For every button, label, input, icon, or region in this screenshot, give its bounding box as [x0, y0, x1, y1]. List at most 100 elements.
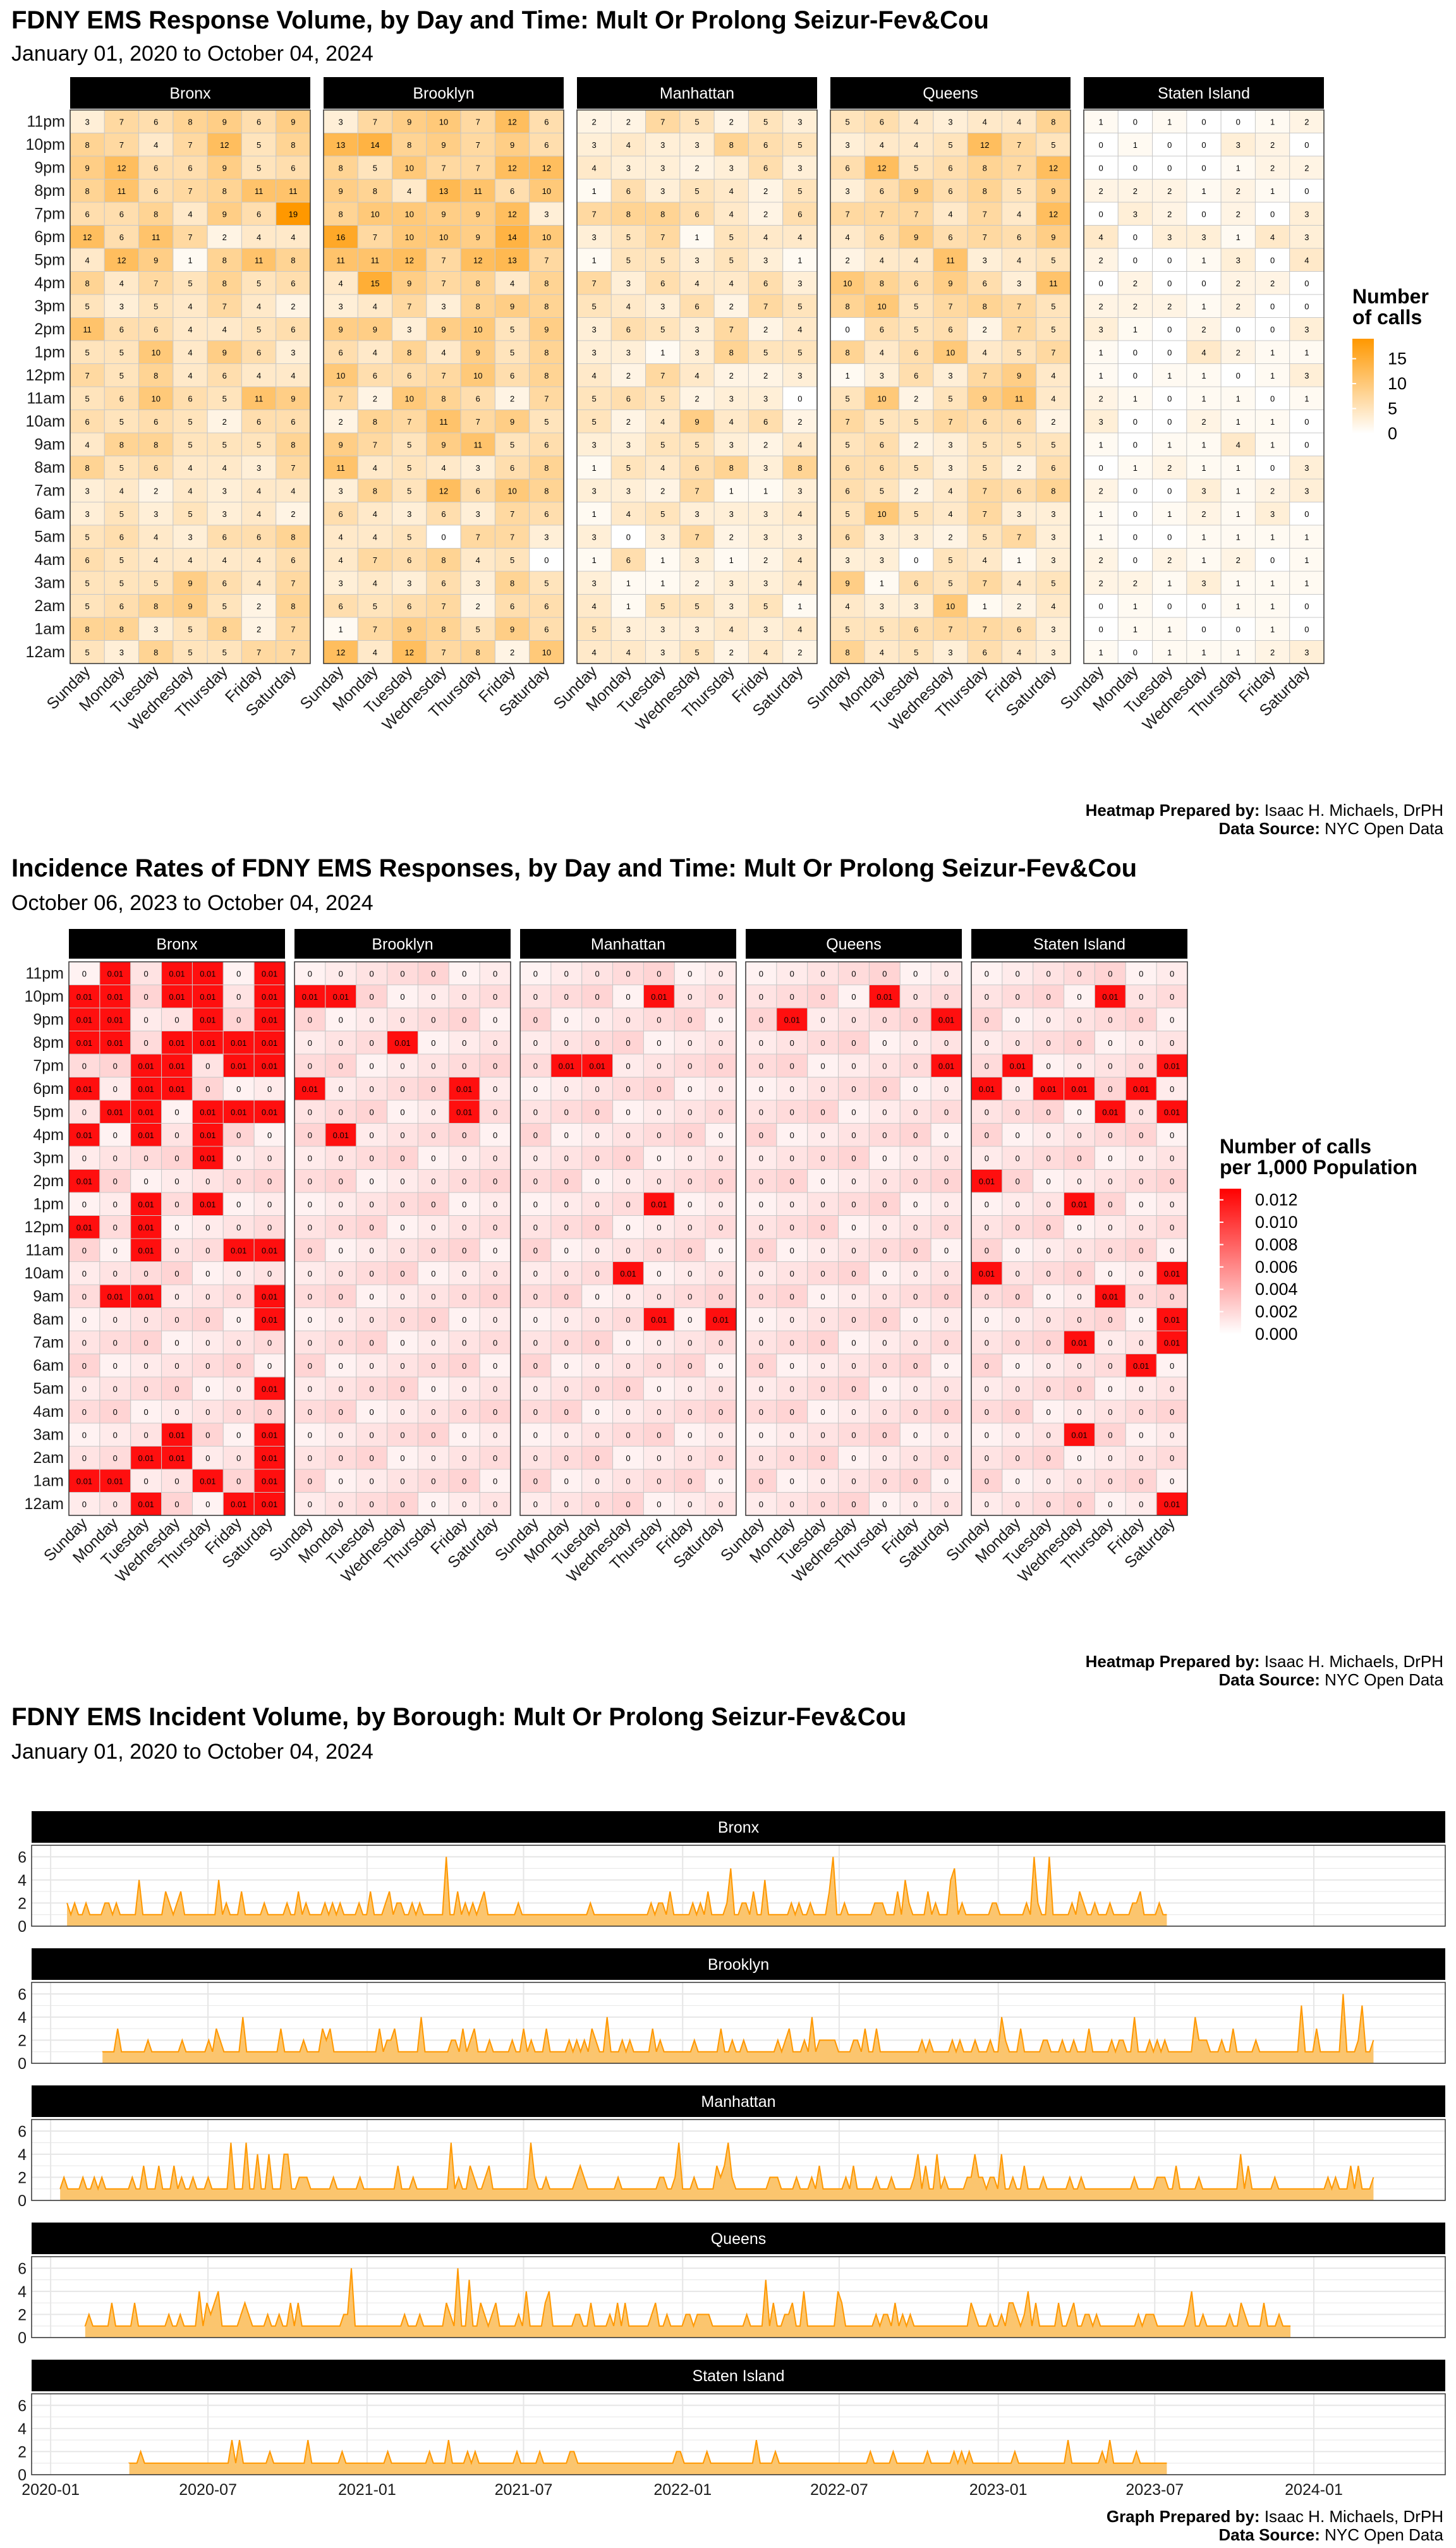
cell-value: 8 — [85, 186, 90, 196]
heatmap-cell — [276, 363, 311, 387]
cell-value: 3 — [85, 117, 90, 126]
heatmap-cell — [173, 248, 208, 272]
heatmap-cell — [276, 617, 311, 641]
heatmap-cell — [173, 340, 208, 364]
cell-value: 3 — [222, 509, 227, 519]
cell-value: 6 — [119, 532, 124, 542]
heatmap-cell — [138, 432, 174, 456]
cell-value: 3 — [291, 348, 295, 357]
cell-value: 11 — [255, 186, 264, 196]
cell-value: 5 — [222, 394, 227, 403]
cell-value: 8 — [85, 140, 90, 150]
heatmap-cell — [207, 294, 242, 318]
cell-value: 4 — [257, 486, 261, 495]
area-chart-credit: Graph Prepared by: Isaac H. Michaels, Dr… — [1107, 2508, 1443, 2544]
heatmap-cell — [241, 386, 277, 410]
cell-value: 6 — [119, 602, 124, 611]
cell-value: 9 — [222, 348, 227, 357]
heatmap-cell — [104, 478, 140, 502]
cell-value: 5 — [119, 348, 124, 357]
cell-value: 5 — [119, 555, 124, 565]
facet-label: Manhattan — [701, 2093, 775, 2111]
cell-value: 5 — [119, 417, 124, 427]
heatmap-cell — [138, 248, 174, 272]
heatmap-cell — [70, 179, 105, 203]
heatmap-cell — [138, 271, 174, 295]
y-tick-label: 6 — [18, 1986, 27, 2003]
heatmap-cell — [104, 317, 140, 341]
heatmap-cell — [104, 548, 140, 572]
cell-value: 7 — [291, 624, 295, 634]
heatmap-cell — [207, 340, 242, 364]
cell-value: 7 — [188, 140, 192, 150]
heatmap-cell — [276, 248, 311, 272]
heatmap-cell — [276, 155, 311, 179]
cell-value: 12 — [220, 140, 229, 150]
y-tick-label: 0 — [18, 1918, 27, 1936]
cell-value: 8 — [222, 255, 227, 265]
heatmap-cell — [241, 571, 277, 595]
cell-value: 5 — [222, 602, 227, 611]
cell-value: 6 — [119, 394, 124, 403]
heatmap-cell — [104, 456, 140, 480]
facet-label: Bronx — [169, 85, 211, 102]
y-tick-label: 4 — [18, 2420, 27, 2438]
heatmap-cell — [138, 317, 174, 341]
heatmap-cell — [173, 525, 208, 549]
cell-value: 8 — [222, 186, 227, 196]
cell-value: 5 — [188, 624, 192, 634]
cell-value: 6 — [257, 348, 261, 357]
heatmap-cell — [104, 363, 140, 387]
heatmap-cell — [138, 456, 174, 480]
cell-value: 4 — [154, 532, 158, 542]
heatmap-cell — [207, 133, 242, 157]
y-tick-label: 6 — [18, 2260, 27, 2278]
cell-value: 11 — [118, 186, 126, 196]
cell-value: 8 — [85, 279, 90, 288]
source-value: NYC Open Data — [1325, 2525, 1443, 2544]
heatmap-cell — [241, 133, 277, 157]
heatmap-cell — [207, 179, 242, 203]
cell-value: 7 — [291, 463, 295, 473]
cell-value: 3 — [85, 509, 90, 519]
heatmap-cell — [241, 432, 277, 456]
cell-value: 6 — [291, 555, 295, 565]
cell-value: 2 — [291, 301, 295, 311]
heatmap-cell — [138, 548, 174, 572]
source-label: Data Source: — [1218, 2525, 1320, 2544]
y-tick-label: 2 — [18, 2032, 27, 2049]
facet-label: Bronx — [718, 1819, 760, 1836]
heatmap-cell — [207, 594, 242, 618]
y-tick-label: 2 — [18, 1895, 27, 1912]
heatmap-cell — [173, 202, 208, 226]
cell-value: 5 — [257, 440, 261, 449]
series-line — [66, 1857, 1167, 1917]
cell-value: 5 — [119, 371, 124, 380]
cell-value: 11 — [255, 255, 264, 265]
cell-value: 4 — [188, 555, 192, 565]
cell-value: 3 — [119, 301, 124, 311]
y-tick-label: 0 — [18, 2192, 27, 2210]
cell-value: 12 — [117, 163, 126, 173]
heatmap-cell — [70, 340, 105, 364]
heatmap-cell — [138, 617, 174, 641]
cell-value: 3 — [119, 648, 124, 657]
heatmap-cell — [241, 363, 277, 387]
cell-value: 8 — [154, 648, 158, 657]
x-tick-label: 2021-01 — [338, 2481, 396, 2499]
cell-value: 8 — [154, 440, 158, 449]
heatmap-cell — [173, 386, 208, 410]
y-tick-label: 6 — [18, 2123, 27, 2140]
heatmap-cell — [70, 617, 105, 641]
cell-value: 6 — [257, 532, 261, 542]
cell-value: 9 — [222, 209, 227, 219]
cell-value: 6 — [222, 578, 227, 588]
cell-value: 4 — [257, 371, 261, 380]
cell-value: 8 — [291, 440, 295, 449]
heatmap-cell — [173, 456, 208, 480]
heatmap-cell — [138, 386, 174, 410]
cell-value: 6 — [222, 532, 227, 542]
heatmap-cell — [70, 432, 105, 456]
cell-value: 12 — [117, 255, 126, 265]
